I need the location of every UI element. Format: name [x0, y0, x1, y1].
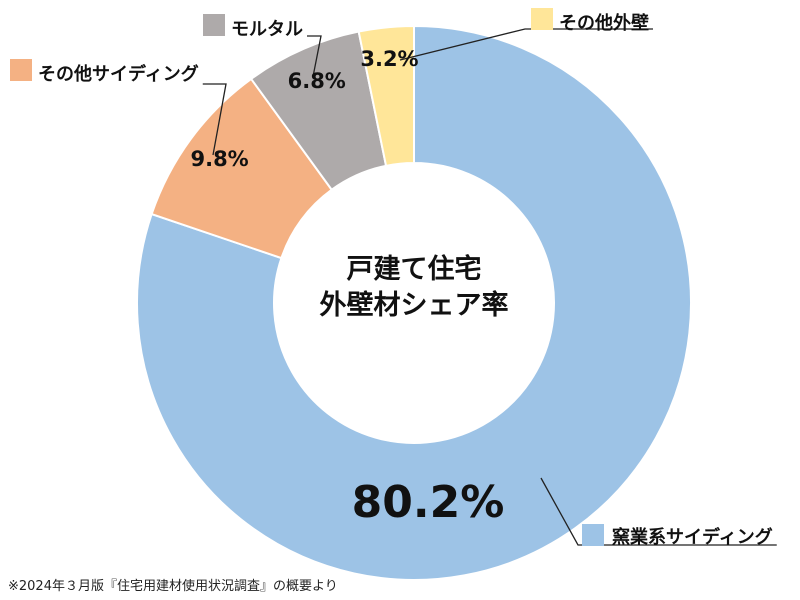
donut-slices — [136, 24, 692, 581]
legend-label: 窯業系サイディング — [612, 526, 773, 548]
slice-4 — [357, 24, 415, 167]
legend-label: その他サイディング — [38, 63, 199, 85]
legend-swatch — [582, 524, 604, 546]
legend-swatch — [531, 8, 553, 30]
slice-value-label: 80.2% — [352, 477, 505, 528]
slice-legends: 窯業系サイディング その他サイディング モルタル その他外壁 — [10, 8, 773, 548]
leader-line — [307, 35, 322, 75]
center-title-line-1: 戸建て住宅 — [347, 253, 482, 285]
slice-value-label: 6.8% — [288, 69, 346, 93]
legend-swatch — [10, 59, 32, 81]
center-title-line-2: 外壁材シェア率 — [320, 289, 509, 321]
source-footnote: ※2024年３月版『住宅用建材使用状況調査』の概要より — [8, 578, 338, 594]
slice-1 — [136, 24, 692, 581]
slice-value-label: 9.8% — [190, 147, 248, 171]
legend-swatch — [203, 14, 225, 36]
percentage-labels: 80.2% 9.8% 6.8% 3.2% — [190, 47, 504, 528]
leader-line — [399, 28, 653, 61]
legend-label: その他外壁 — [559, 12, 649, 34]
slice-value-label: 3.2% — [360, 47, 418, 71]
leader-line — [202, 83, 227, 156]
legend-label: モルタル — [231, 19, 303, 40]
leader-lines — [202, 28, 777, 546]
leader-line — [540, 477, 777, 546]
